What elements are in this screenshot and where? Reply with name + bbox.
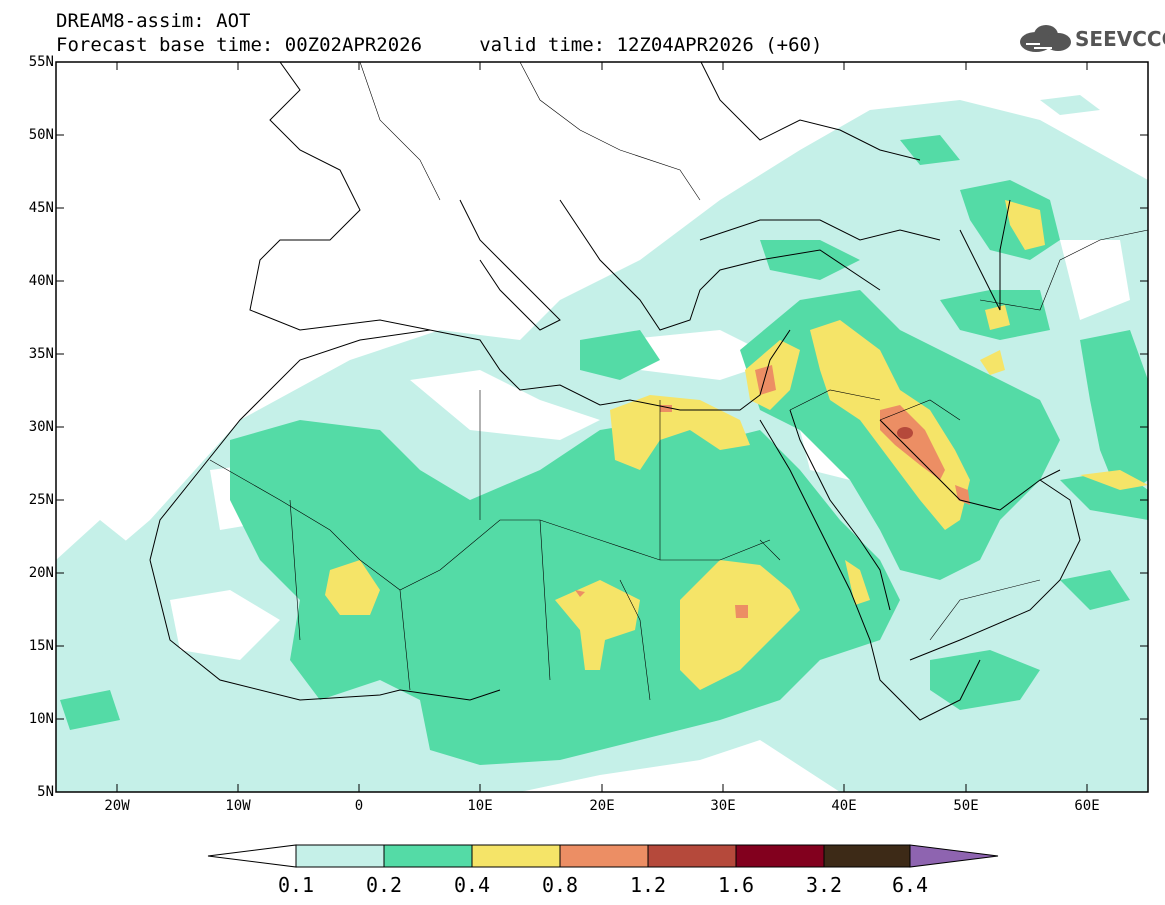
- lat-label: 5N: [37, 784, 54, 800]
- logo-text: SEEVCCC: [1075, 27, 1165, 51]
- colorbar-bin: [735, 844, 825, 868]
- colorbar-label: 0.4: [453, 873, 491, 897]
- colorbar-label: 0.1: [277, 873, 315, 897]
- colorbar-bin: [559, 844, 649, 868]
- lat-label: 55N: [28, 54, 54, 70]
- lon-label: 20W: [104, 798, 130, 814]
- colorbar-bin: [295, 844, 385, 868]
- colorbar-label: 0.2: [365, 873, 403, 897]
- coastlines: [149, 62, 1081, 721]
- lat-label: 50N: [28, 127, 54, 143]
- lon-label: 40E: [831, 798, 857, 814]
- colorbar-label: 6.4: [891, 873, 929, 897]
- forecast-time-line: Forecast base time: 00Z02APR2026 valid t…: [56, 34, 823, 56]
- colorbar-bin: [823, 844, 911, 868]
- map-title: DREAM8-assim: AOT: [56, 10, 251, 32]
- axis-ticks: [56, 61, 1148, 792]
- colorbar-bin: [471, 844, 561, 868]
- colorbar-label: 3.2: [805, 873, 843, 897]
- lon-label: 30E: [710, 798, 736, 814]
- country-borders: [209, 62, 1148, 701]
- colorbar: [207, 844, 999, 868]
- lon-label: 0: [354, 798, 364, 814]
- lat-label: 10N: [28, 711, 54, 727]
- aot-field: [56, 95, 1148, 792]
- colorbar-bin: [647, 844, 737, 868]
- lat-label: 35N: [28, 346, 54, 362]
- lon-label: 60E: [1074, 798, 1100, 814]
- colorbar-bin: [383, 844, 473, 868]
- lon-label: 50E: [953, 798, 979, 814]
- lon-label: 10E: [467, 798, 493, 814]
- lon-label: 10W: [225, 798, 251, 814]
- lat-label: 25N: [28, 492, 54, 508]
- lat-label: 30N: [28, 419, 54, 435]
- colorbar-label: 1.6: [717, 873, 755, 897]
- lat-label: 45N: [28, 200, 54, 216]
- colorbar-arrow-low: [207, 844, 297, 868]
- lat-label: 15N: [28, 638, 54, 654]
- lat-label: 20N: [28, 565, 54, 581]
- cloud-icon: [1020, 25, 1071, 52]
- lat-label: 40N: [28, 273, 54, 289]
- lon-label: 20E: [589, 798, 615, 814]
- colorbar-label: 1.2: [629, 873, 667, 897]
- colorbar-arrow-high: [909, 844, 999, 868]
- colorbar-label: 0.8: [541, 873, 579, 897]
